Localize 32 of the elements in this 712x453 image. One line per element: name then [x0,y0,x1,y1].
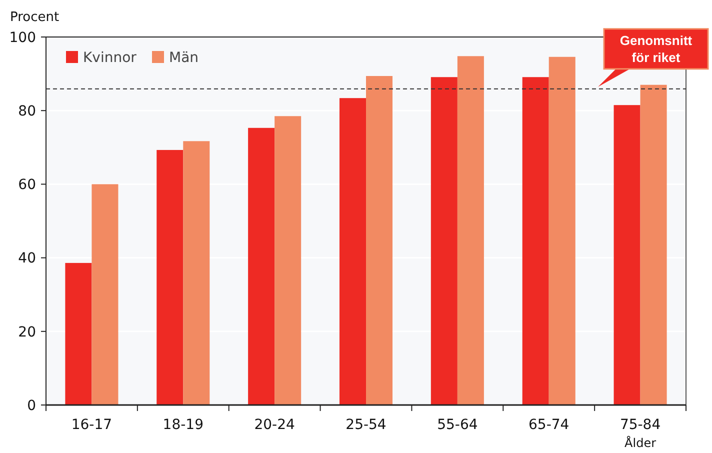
y-tick-label: 60 [18,177,36,194]
x-tick-label: 16-17 [71,417,112,433]
legend-label: Kvinnor [83,50,137,66]
bar [366,76,393,405]
bar [65,262,92,405]
bar [522,77,549,405]
bar [92,184,118,405]
legend-label: Män [169,50,199,66]
y-axis-title: Procent [10,10,60,25]
y-tick-label: 80 [18,104,36,120]
x-tick-label: 55-64 [437,417,478,433]
y-tick-label: 40 [18,250,36,267]
y-tick-label: 100 [9,30,36,46]
bar [274,116,302,405]
bar [457,56,484,405]
bar [548,56,576,405]
bar [430,77,458,405]
y-tick-label: 20 [18,324,36,340]
x-tick-label: 25-54 [346,417,386,433]
bar [339,98,366,405]
y-tick-label: 0 [27,398,36,414]
x-axis-title: Ålder [624,435,656,450]
x-tick-label: 20-24 [254,417,295,433]
x-tick-label: 65-74 [528,417,570,433]
bar [183,141,210,405]
bar [640,84,667,405]
bar [156,150,184,405]
x-tick-label: 18-19 [162,417,204,433]
bar [614,105,640,405]
bar [248,128,275,405]
x-tick-label: 75-84 [620,417,661,433]
ref-line-label: Genomsnitt för riket [620,32,693,65]
